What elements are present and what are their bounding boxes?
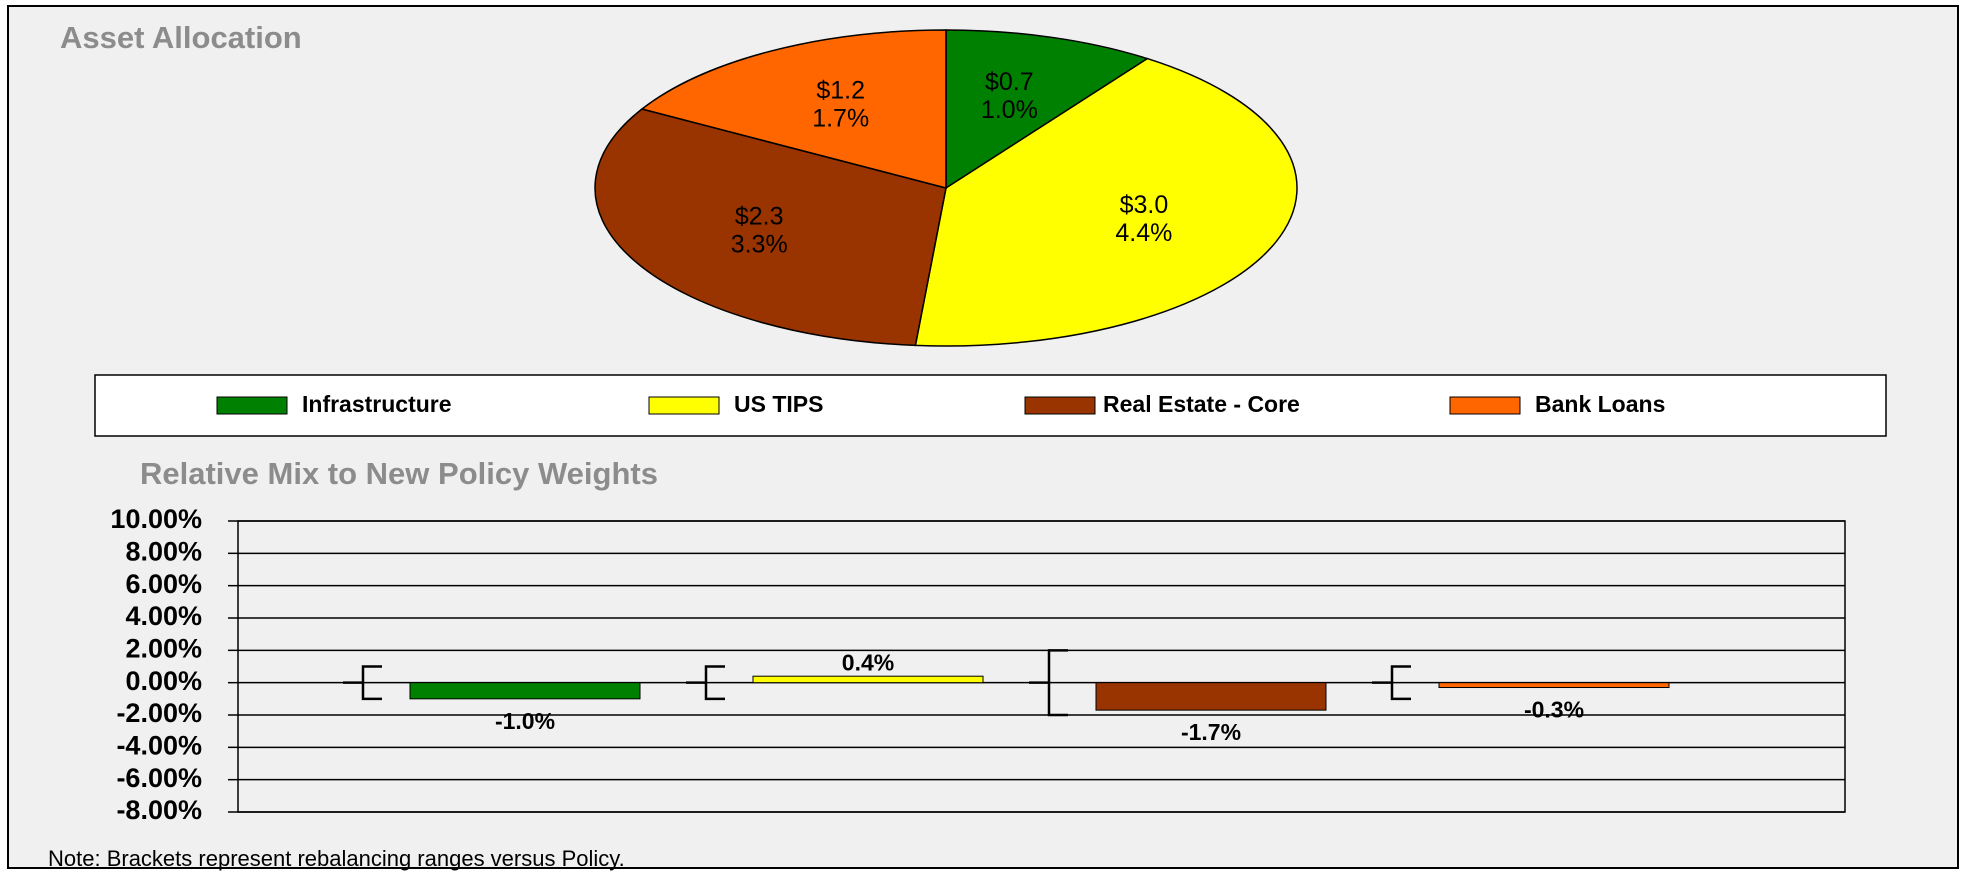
y-tick-label: 0.00% bbox=[125, 666, 202, 696]
legend-swatch bbox=[1024, 396, 1096, 415]
pie-title: Asset Allocation bbox=[60, 20, 302, 55]
legend-label: Infrastructure bbox=[302, 391, 452, 417]
y-tick-label: -2.00% bbox=[116, 698, 202, 728]
rebalancing-bracket bbox=[1372, 665, 1411, 701]
slice-value-label: $1.2 bbox=[816, 77, 865, 105]
note: Note: Brackets represent rebalancing ran… bbox=[48, 846, 625, 871]
value-label: -1.0% bbox=[495, 708, 555, 734]
y-tick-label: -4.00% bbox=[116, 730, 202, 760]
bar bbox=[752, 675, 984, 684]
bar bbox=[1095, 682, 1327, 711]
slice-value-label: $3.0 bbox=[1120, 191, 1169, 219]
pie-slice bbox=[640, 29, 947, 189]
y-tick-label: 8.00% bbox=[125, 536, 202, 566]
pie-slice bbox=[945, 29, 1150, 190]
slice-percent-label: 1.7% bbox=[812, 105, 869, 133]
bar-title: Relative Mix to New Policy Weights bbox=[140, 456, 658, 491]
y-tick-label: 4.00% bbox=[125, 601, 202, 631]
slice-percent-label: 3.3% bbox=[731, 230, 788, 258]
slice-percent-label: 1.0% bbox=[981, 96, 1038, 124]
legend-label: Bank Loans bbox=[1535, 391, 1665, 417]
value-label: -1.7% bbox=[1181, 719, 1241, 745]
slice-percent-label: 4.4% bbox=[1115, 219, 1172, 247]
bar bbox=[409, 682, 641, 700]
y-tick-label: 10.00% bbox=[110, 504, 202, 534]
y-tick-label: 6.00% bbox=[125, 569, 202, 599]
rebalancing-bracket bbox=[1029, 649, 1068, 717]
pie-slice bbox=[594, 108, 947, 347]
legend-label: Real Estate - Core bbox=[1103, 391, 1300, 417]
y-tick-label: -8.00% bbox=[116, 795, 202, 825]
y-tick-label: -6.00% bbox=[116, 763, 202, 793]
y-tick-label: 2.00% bbox=[125, 633, 202, 663]
legend-label: US TIPS bbox=[734, 391, 823, 417]
slice-value-label: $0.7 bbox=[985, 68, 1034, 96]
slice-value-label: $2.3 bbox=[735, 202, 784, 230]
legend-swatch bbox=[1449, 396, 1521, 415]
pie-slice bbox=[914, 57, 1298, 347]
legend-box bbox=[94, 374, 1887, 437]
legend-swatch bbox=[648, 396, 720, 415]
bar bbox=[1438, 682, 1670, 689]
value-label: -0.3% bbox=[1524, 697, 1584, 723]
value-label: 0.4% bbox=[842, 649, 894, 675]
rebalancing-bracket bbox=[686, 665, 725, 701]
rebalancing-bracket bbox=[343, 665, 382, 701]
legend-swatch bbox=[216, 396, 288, 415]
